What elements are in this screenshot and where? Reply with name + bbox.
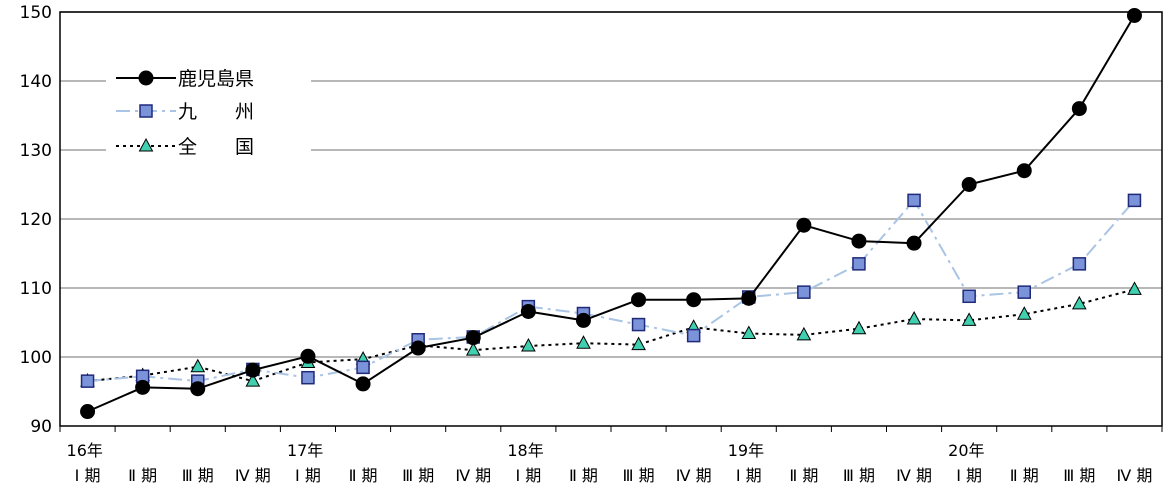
series-kyushu	[80, 193, 1142, 388]
y-tick-label: 140	[20, 72, 52, 92]
x-tick-quarter-label: Ⅲ 期	[1063, 466, 1095, 485]
x-tick-quarter-label: Ⅰ 期	[75, 466, 101, 485]
data-point-kagoshima	[631, 292, 647, 308]
x-tick-quarter-label: Ⅲ 期	[402, 466, 434, 485]
x-tick-quarter-label: Ⅰ 期	[295, 466, 321, 485]
data-point-zenkoku	[521, 337, 536, 352]
data-point-kagoshima	[300, 348, 316, 364]
legend-marker-kagoshima	[138, 70, 154, 86]
data-point-zenkoku	[1071, 295, 1087, 310]
series-line-zenkoku	[87, 288, 1135, 383]
data-point-kagoshima	[245, 362, 261, 378]
data-point-kagoshima	[80, 404, 96, 420]
data-point-kagoshima	[520, 303, 536, 319]
data-point-kyushu	[1017, 285, 1031, 299]
series-line-kyushu	[87, 199, 1136, 383]
legend: 鹿児島県 九 州 全 国	[106, 58, 311, 168]
x-tick-quarter-label: Ⅳ 期	[235, 466, 271, 485]
data-point-zenkoku	[245, 373, 261, 387]
legend-label-kagoshima: 鹿児島県	[178, 68, 254, 90]
y-tick-label: 100	[20, 348, 52, 368]
legend-marker-zenkoku	[138, 137, 154, 152]
data-point-kagoshima	[906, 235, 922, 251]
series-kagoshima	[80, 7, 1142, 420]
legend-item-kagoshima: 鹿児島県	[116, 68, 254, 90]
data-point-zenkoku	[631, 336, 646, 351]
x-axis: 16年 Ⅰ 期 Ⅱ 期 Ⅲ 期 Ⅳ 期 17年 Ⅰ 期 Ⅱ 期 Ⅲ 期 Ⅳ 期 18年 Ⅰ 期 Ⅱ 期 Ⅲ…	[59, 426, 1163, 485]
data-point-kagoshima	[575, 312, 591, 328]
x-tick-quarter-label: Ⅰ 期	[956, 466, 982, 485]
data-point-kyushu	[631, 317, 646, 332]
x-tick-quarter-label: Ⅰ 期	[736, 466, 762, 485]
legend-marker-kyushu	[139, 104, 153, 118]
x-tick-quarter-label: Ⅱ 期	[128, 466, 157, 485]
data-point-zenkoku	[190, 358, 206, 373]
x-tick-year-label: 20年	[948, 441, 984, 460]
x-tick-year-label: 17年	[287, 441, 323, 460]
data-point-zenkoku	[851, 320, 867, 335]
data-point-kyushu	[686, 328, 701, 343]
data-point-kagoshima	[741, 290, 757, 306]
data-point-zenkoku	[741, 325, 757, 339]
x-tick-quarter-label: Ⅲ 期	[182, 466, 214, 485]
x-tick-quarter-label: Ⅱ 期	[1010, 466, 1039, 485]
y-tick-label: 130	[20, 141, 52, 161]
x-tick-quarter-label: Ⅱ 期	[789, 466, 818, 485]
data-point-kagoshima	[465, 330, 481, 346]
y-tick-label: 90	[30, 417, 52, 437]
x-tick-quarter-label: Ⅱ 期	[349, 466, 378, 485]
x-tick-quarter-label: Ⅳ 期	[1117, 466, 1153, 485]
data-point-zenkoku	[961, 312, 977, 326]
data-point-kagoshima	[851, 233, 867, 249]
data-point-kyushu	[797, 285, 811, 299]
y-tick-label: 110	[20, 279, 52, 299]
x-tick-quarter-label: Ⅳ 期	[676, 466, 712, 485]
data-point-kagoshima	[1126, 7, 1142, 23]
data-point-kagoshima	[355, 376, 371, 392]
data-point-kagoshima	[190, 381, 206, 397]
data-point-kyushu	[1127, 193, 1142, 208]
data-point-kagoshima	[961, 177, 977, 192]
x-tick-quarter-label: Ⅲ 期	[843, 466, 875, 485]
legend-item-kyushu: 九 州	[116, 101, 254, 123]
x-tick-year-label: 16年	[67, 441, 103, 460]
data-point-kagoshima	[410, 340, 426, 356]
legend-label-zenkoku: 全 国	[178, 136, 254, 158]
x-tick-year-label: 18年	[507, 441, 543, 460]
data-point-kagoshima	[1016, 163, 1032, 179]
y-axis: 90 100 110 120 130 140 150	[20, 3, 52, 437]
data-point-kagoshima	[686, 292, 702, 308]
data-point-zenkoku	[576, 335, 591, 349]
legend-label-kyushu: 九 州	[178, 101, 254, 123]
series-zenkoku	[80, 281, 1142, 387]
x-tick-quarter-label: Ⅳ 期	[455, 466, 491, 485]
y-tick-label: 150	[20, 3, 52, 23]
data-point-zenkoku	[1127, 281, 1142, 295]
data-point-zenkoku	[465, 342, 481, 356]
x-tick-quarter-label: Ⅰ 期	[515, 466, 541, 485]
data-point-kyushu	[356, 360, 370, 375]
x-tick-year-label: 19年	[728, 441, 764, 460]
data-point-kyushu	[80, 374, 95, 388]
data-point-zenkoku	[906, 310, 922, 325]
data-point-kyushu	[1072, 257, 1087, 271]
x-tick-quarter-label: Ⅲ 期	[622, 466, 654, 485]
legend-item-zenkoku: 全 国	[116, 136, 254, 158]
series-line-kagoshima	[87, 14, 1136, 413]
data-point-kyushu	[962, 289, 976, 304]
x-tick-quarter-label: Ⅱ 期	[569, 466, 598, 485]
data-point-kyushu	[852, 257, 866, 271]
data-point-kagoshima	[135, 379, 151, 395]
y-tick-label: 120	[20, 210, 52, 230]
data-point-kyushu	[301, 370, 315, 385]
x-tick-quarter-label: Ⅳ 期	[896, 466, 932, 485]
data-point-kagoshima	[796, 217, 812, 233]
data-point-kyushu	[907, 193, 921, 208]
data-point-zenkoku	[796, 326, 812, 341]
data-point-zenkoku	[1016, 306, 1032, 320]
data-point-kagoshima	[1071, 101, 1087, 117]
series-layer	[80, 7, 1142, 420]
